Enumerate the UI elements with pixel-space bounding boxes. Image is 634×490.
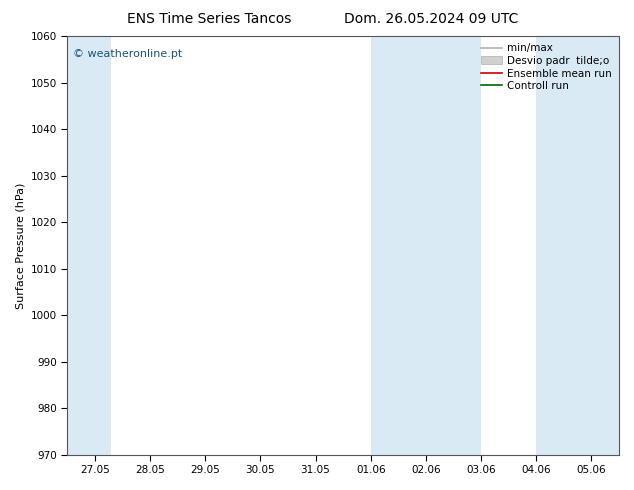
Bar: [371, 36, 426, 455]
Y-axis label: Surface Pressure (hPa): Surface Pressure (hPa): [15, 182, 25, 309]
Bar: [536, 36, 592, 455]
Bar: [67, 36, 112, 455]
Text: © weatheronline.pt: © weatheronline.pt: [73, 49, 182, 59]
Legend: min/max, Desvio padr  tilde;o, Ensemble mean run, Controll run: min/max, Desvio padr tilde;o, Ensemble m…: [479, 41, 614, 93]
Bar: [426, 36, 481, 455]
Text: Dom. 26.05.2024 09 UTC: Dom. 26.05.2024 09 UTC: [344, 12, 519, 26]
Text: ENS Time Series Tancos: ENS Time Series Tancos: [127, 12, 292, 26]
Bar: [592, 36, 634, 455]
